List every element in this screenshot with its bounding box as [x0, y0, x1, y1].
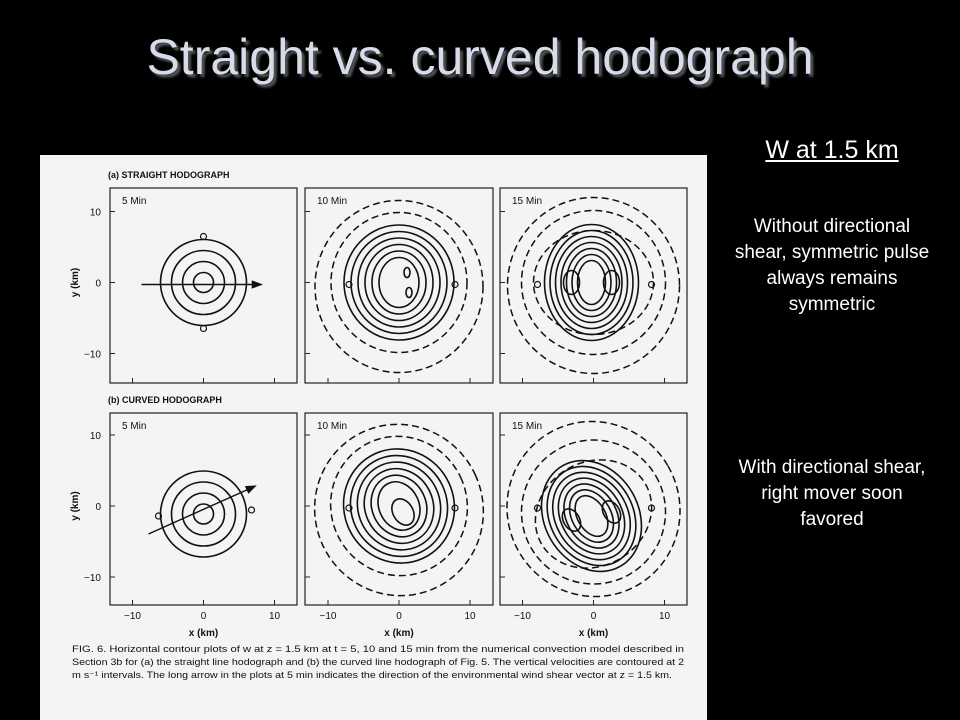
y-axis-label: y (km) [70, 491, 81, 520]
contour [557, 477, 626, 555]
time-label: 15 Min [512, 421, 542, 432]
contour [377, 481, 421, 531]
contour [391, 498, 415, 526]
contour [405, 286, 413, 299]
contour-marker [247, 506, 256, 514]
contour [546, 465, 637, 567]
contour [576, 259, 607, 306]
contour [370, 474, 428, 538]
contour [357, 237, 441, 328]
contour [520, 439, 667, 585]
contour-marker [451, 280, 459, 289]
x-tick-label: 0 [396, 611, 402, 622]
caption-line: m s⁻¹ intervals. The long arrow in the p… [72, 670, 672, 680]
x-axis-label: x (km) [189, 628, 218, 639]
contour [561, 508, 582, 532]
contour-marker [154, 512, 163, 520]
y-tick-label: 10 [90, 431, 102, 442]
y-tick-label: −10 [84, 350, 101, 361]
contour [371, 250, 427, 315]
contour [562, 269, 581, 296]
x-tick-label: 0 [201, 611, 207, 622]
contour [602, 269, 621, 296]
caption-line: FIG. 6. Horizontal contour plots of w at… [72, 644, 684, 654]
contour [540, 459, 643, 573]
x-tick-label: 0 [591, 611, 597, 622]
contour [181, 260, 226, 305]
contour [554, 235, 629, 330]
contour-marker [647, 504, 656, 512]
sidebar-heading: W at 1.5 km [765, 136, 899, 164]
contour-marker [345, 280, 353, 289]
contour [551, 471, 632, 561]
x-tick-label: 10 [659, 611, 671, 622]
contour [563, 483, 620, 549]
contour [343, 224, 455, 341]
contour [364, 243, 434, 322]
time-label: 10 Min [317, 196, 347, 207]
contour [601, 500, 622, 524]
contour [534, 459, 653, 569]
y-tick-label: 0 [95, 279, 101, 290]
contour [170, 249, 237, 316]
time-label: 15 Min [512, 196, 542, 207]
contour-marker [533, 280, 542, 289]
contour [314, 199, 484, 374]
contour [356, 461, 442, 551]
x-tick-label: −10 [124, 611, 141, 622]
contour [568, 489, 615, 543]
contour [378, 256, 420, 309]
caption-line: Section 3b for (a) the straight line hod… [72, 657, 684, 667]
contour [506, 420, 681, 598]
contour [192, 271, 215, 294]
panel-label: (a) STRAIGHT HODOGRAPH [108, 170, 230, 180]
y-tick-label: 0 [95, 502, 101, 513]
contour-marker [199, 324, 208, 333]
x-tick-label: −10 [514, 611, 531, 622]
y-axis-label: y (km) [70, 268, 81, 297]
contour [560, 241, 623, 324]
slide-title: Straight vs. curved hodograph [146, 29, 814, 85]
x-axis-label: x (km) [579, 628, 608, 639]
contour [574, 494, 609, 538]
panel-label: (b) CURVED HODOGRAPH [108, 395, 222, 405]
x-tick-label: −10 [320, 611, 337, 622]
contour-marker [345, 504, 353, 512]
sidebar-note: Without directional shear, symmetric pul… [734, 216, 930, 315]
contour-marker [647, 280, 656, 289]
y-tick-label: 10 [90, 208, 102, 219]
contour [181, 492, 226, 536]
contour-marker [533, 504, 542, 512]
contour [520, 209, 667, 356]
x-tick-label: 10 [464, 611, 476, 622]
contour-marker [199, 232, 208, 241]
contour [363, 467, 435, 545]
contour [330, 211, 468, 354]
time-label: 5 Min [122, 421, 146, 432]
contour [349, 454, 449, 558]
contour [342, 448, 456, 564]
time-label: 5 Min [122, 196, 146, 207]
contour [313, 423, 485, 597]
sidebar-note: With directional shear, right mover soon… [738, 457, 926, 530]
contour [565, 247, 618, 318]
contour [543, 223, 640, 342]
contour [403, 266, 411, 279]
x-tick-label: 10 [269, 611, 281, 622]
contour [170, 481, 237, 547]
time-label: 10 Min [317, 421, 347, 432]
contour-marker [451, 504, 459, 512]
x-axis-label: x (km) [384, 628, 413, 639]
contour [506, 196, 681, 375]
y-tick-label: −10 [84, 573, 101, 584]
contour [571, 253, 612, 312]
shear-arrow [148, 485, 257, 535]
contour [329, 435, 469, 577]
